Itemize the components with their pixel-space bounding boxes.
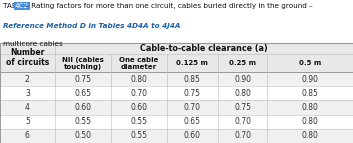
Text: 0.50: 0.50 [74,131,91,140]
Text: 4: 4 [25,103,30,112]
Text: 0.55: 0.55 [130,117,148,126]
Text: 0.80: 0.80 [131,75,147,84]
Text: 0.90: 0.90 [301,75,319,84]
Text: 0.55: 0.55 [130,131,148,140]
Text: 0.80: 0.80 [302,103,318,112]
Text: 0.80: 0.80 [234,89,251,98]
Text: 5: 5 [25,117,30,126]
Text: 0.60: 0.60 [184,131,201,140]
Text: 0.25 m: 0.25 m [229,60,256,66]
Text: 0.75: 0.75 [74,75,91,84]
Text: multicore cables: multicore cables [3,41,62,47]
Bar [0,129,353,143]
Text: 0.90: 0.90 [234,75,251,84]
Text: 4C2: 4C2 [14,3,29,9]
Text: 0.60: 0.60 [130,103,148,112]
Text: 0.60: 0.60 [74,103,91,112]
Text: Nil (cables
touching): Nil (cables touching) [62,57,104,70]
Text: Number
of circuits: Number of circuits [6,48,49,67]
Text: 0.80: 0.80 [302,117,318,126]
Bar [0,115,353,129]
Text: 0.65: 0.65 [74,89,91,98]
Bar [0,100,353,115]
Text: 0.70: 0.70 [130,89,148,98]
Text: One cable
diameter: One cable diameter [119,57,158,70]
Bar [0,86,353,100]
Text: TABLE: TABLE [3,3,28,9]
Text: 0.80: 0.80 [302,131,318,140]
Text: 0.75: 0.75 [184,89,201,98]
Text: Reference Method D in Tables 4D4A to 4J4A: Reference Method D in Tables 4D4A to 4J4… [3,22,180,29]
Text: 0.85: 0.85 [302,89,318,98]
Text: 0.70: 0.70 [234,131,251,140]
Text: 0.65: 0.65 [184,117,201,126]
Bar [0,54,353,72]
Text: 0.5 m: 0.5 m [299,60,321,66]
Text: 0.125 m: 0.125 m [176,60,208,66]
Bar [0,72,353,86]
Text: 0.70: 0.70 [184,103,201,112]
Text: – Rating factors for more than one circuit, cables buried directly in the ground: – Rating factors for more than one circu… [23,3,312,9]
Text: 6: 6 [25,131,30,140]
Text: 0.55: 0.55 [74,117,91,126]
Text: 0.75: 0.75 [234,103,251,112]
Text: 2: 2 [25,75,30,84]
Text: 3: 3 [25,89,30,98]
Bar [0,43,353,54]
Text: Cable-to-cable clearance (a): Cable-to-cable clearance (a) [140,44,268,53]
Text: 0.85: 0.85 [184,75,201,84]
Text: 0.70: 0.70 [234,117,251,126]
